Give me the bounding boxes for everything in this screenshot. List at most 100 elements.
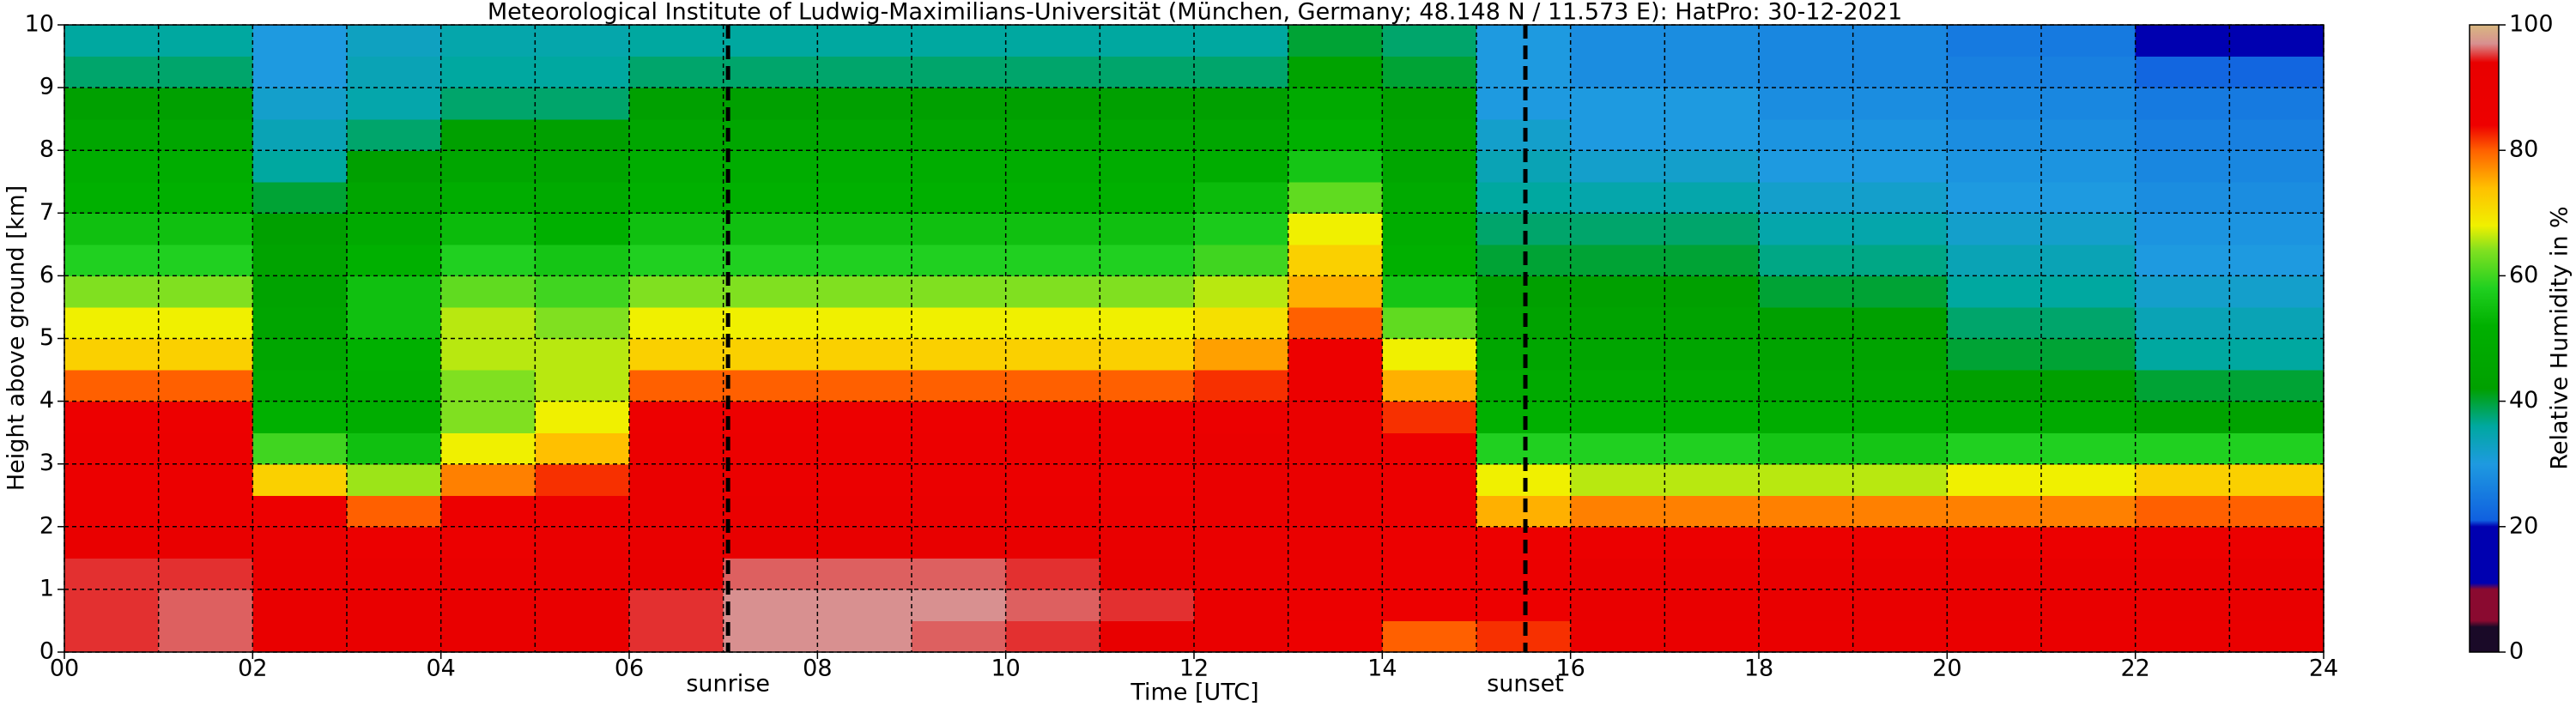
heatmap-cell bbox=[440, 213, 536, 245]
heatmap-cell bbox=[1759, 526, 1854, 559]
heatmap-cell bbox=[2041, 306, 2137, 340]
heatmap-cell bbox=[817, 495, 912, 528]
y-tick-label: 7 bbox=[39, 199, 54, 226]
heatmap-cell bbox=[347, 306, 442, 340]
heatmap-cell bbox=[912, 118, 1007, 151]
heatmap-cell bbox=[2229, 56, 2324, 88]
heatmap-cell bbox=[1947, 150, 2042, 183]
heatmap-cell bbox=[1947, 306, 2042, 340]
heatmap-cell bbox=[2135, 463, 2230, 496]
heatmap-cell bbox=[1570, 526, 1665, 559]
heatmap-cell bbox=[440, 526, 536, 559]
x-tick-label: 14 bbox=[1367, 656, 1397, 682]
heatmap-cell bbox=[629, 244, 724, 276]
heatmap-cell bbox=[1759, 244, 1854, 276]
heatmap-cell bbox=[723, 463, 818, 496]
heatmap-cell bbox=[629, 275, 724, 308]
heatmap-cell bbox=[1759, 401, 1854, 433]
heatmap-cell bbox=[912, 558, 1007, 590]
heatmap-cell bbox=[158, 589, 253, 622]
heatmap-cell bbox=[1852, 244, 1948, 276]
heatmap-cell bbox=[1570, 244, 1665, 276]
heatmap-cell bbox=[1382, 150, 1477, 183]
heatmap-cell bbox=[1005, 181, 1100, 214]
heatmap-cell bbox=[1664, 432, 1760, 465]
heatmap-cell bbox=[1382, 432, 1477, 465]
heatmap-cell bbox=[2041, 589, 2137, 622]
heatmap-cell bbox=[535, 306, 630, 340]
heatmap-cell bbox=[1759, 25, 1854, 57]
heatmap-cell bbox=[535, 56, 630, 88]
y-tick-label: 6 bbox=[39, 262, 54, 288]
heatmap-cell bbox=[2229, 25, 2324, 57]
heatmap-cell bbox=[1947, 495, 2042, 528]
heatmap-cell bbox=[1005, 526, 1100, 559]
heatmap-cell bbox=[2041, 370, 2137, 402]
heatmap-cell bbox=[2135, 620, 2230, 653]
colorbar-tick-label: 100 bbox=[2509, 11, 2554, 38]
heatmap-cell bbox=[629, 526, 724, 559]
heatmap-cell bbox=[2229, 244, 2324, 276]
heatmap-cell bbox=[440, 463, 536, 496]
heatmap-cell bbox=[1382, 213, 1477, 245]
heatmap-cell bbox=[2041, 463, 2137, 496]
heatmap-cell bbox=[1759, 495, 1854, 528]
heatmap-cell bbox=[158, 244, 253, 276]
heatmap-cell bbox=[1288, 401, 1383, 433]
heatmap-cell bbox=[723, 401, 818, 433]
heatmap-cell bbox=[158, 526, 253, 559]
heatmap-cell bbox=[535, 181, 630, 214]
heatmap-cell bbox=[912, 181, 1007, 214]
heatmap-cell bbox=[252, 495, 348, 528]
heatmap-cell bbox=[2041, 181, 2137, 214]
heatmap-cell bbox=[1570, 432, 1665, 465]
y-tick-label: 2 bbox=[39, 512, 54, 539]
heatmap-cell bbox=[817, 181, 912, 214]
heatmap-cell bbox=[2135, 275, 2230, 308]
heatmap-cell bbox=[64, 181, 160, 214]
heatmap-cell bbox=[1852, 56, 1948, 88]
heatmap-cell bbox=[2041, 118, 2137, 151]
heatmap-cell bbox=[723, 495, 818, 528]
heatmap-cell bbox=[1664, 88, 1760, 120]
heatmap-cell bbox=[1570, 620, 1665, 653]
heatmap-cell bbox=[629, 56, 724, 88]
heatmap-cell bbox=[158, 213, 253, 245]
heatmap-cell bbox=[1852, 370, 1948, 402]
y-tick-label: 10 bbox=[25, 11, 54, 38]
heatmap-cell bbox=[1947, 589, 2042, 622]
heatmap-cell bbox=[2135, 181, 2230, 214]
heatmap-cell bbox=[1570, 306, 1665, 340]
heatmap-cell bbox=[2135, 495, 2230, 528]
heatmap-cell bbox=[1194, 181, 1289, 214]
heatmap-cell bbox=[2041, 558, 2137, 590]
heatmap-cell bbox=[1100, 495, 1195, 528]
heatmap-cell bbox=[2041, 526, 2137, 559]
heatmap-cell bbox=[440, 620, 536, 653]
heatmap-cell bbox=[1759, 432, 1854, 465]
heatmap-cell bbox=[64, 558, 160, 590]
heatmap-cell bbox=[2135, 25, 2230, 57]
heatmap-cell bbox=[1194, 244, 1289, 276]
heatmap-cell bbox=[1194, 558, 1289, 590]
heatmap-cell bbox=[440, 338, 536, 371]
heatmap-cell bbox=[1194, 432, 1289, 465]
heatmap-cell bbox=[2229, 589, 2324, 622]
heatmap-cell bbox=[1288, 181, 1383, 214]
heatmap-cell bbox=[252, 244, 348, 276]
plot-frame bbox=[64, 24, 2324, 653]
heatmap-cell bbox=[64, 338, 160, 371]
heatmap-cell bbox=[440, 558, 536, 590]
colorbar-tick-label: 20 bbox=[2509, 512, 2538, 539]
heatmap-cell bbox=[629, 88, 724, 120]
heatmap-cell bbox=[629, 150, 724, 183]
heatmap-cell bbox=[1005, 370, 1100, 402]
heatmap-cell bbox=[1194, 338, 1289, 371]
heatmap-cell bbox=[1759, 181, 1854, 214]
heatmap-cell bbox=[1852, 213, 1948, 245]
x-tick-label: 12 bbox=[1179, 656, 1209, 682]
heatmap-cell bbox=[252, 25, 348, 57]
heatmap-cell bbox=[723, 118, 818, 151]
heatmap-cell bbox=[535, 370, 630, 402]
